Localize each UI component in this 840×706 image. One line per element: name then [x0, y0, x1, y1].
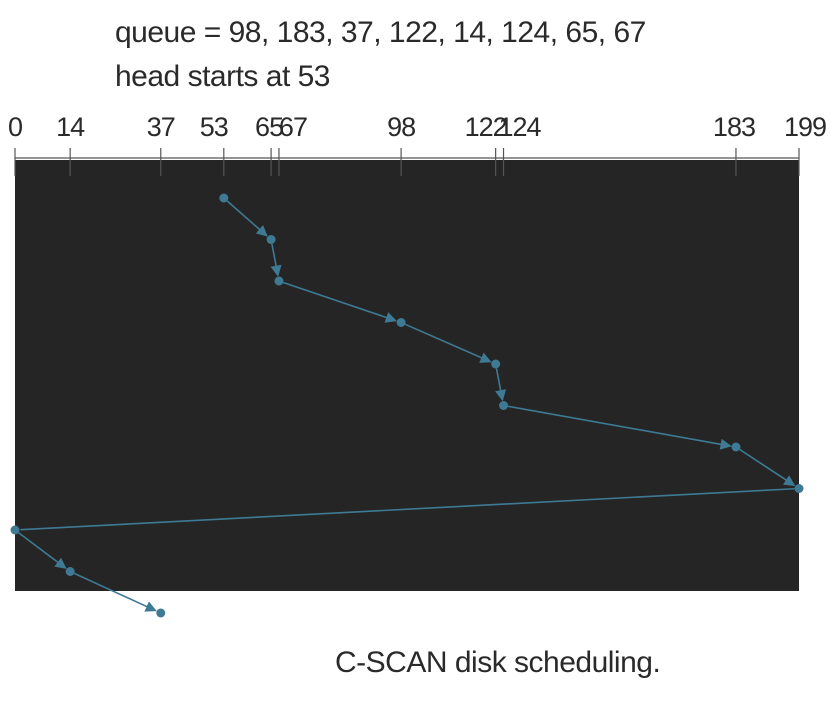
axis-tick-label-67: 67: [279, 112, 307, 142]
request-point-122: [491, 359, 501, 369]
head-start-label: head starts at 53: [115, 60, 330, 93]
path-segment-124-to-183: [507, 405, 732, 450]
request-point-65: [266, 235, 276, 244]
request-point-0: [10, 525, 20, 535]
axis-tick-label-65: 65: [255, 112, 283, 142]
axis-tick-label-53: 53: [200, 112, 228, 142]
path-segment-14-to-37: [73, 572, 157, 612]
axis-tick-label-124: 124: [498, 112, 541, 142]
figure-caption: C-SCAN disk scheduling.: [335, 646, 661, 679]
axis-tick-label-37: 37: [147, 112, 175, 142]
request-point-124: [499, 401, 509, 410]
request-point-14: [65, 567, 75, 576]
request-point-67: [274, 276, 284, 286]
path-segment-183-to-199: [739, 448, 796, 487]
axis-tick-label-98: 98: [387, 112, 415, 142]
request-point-53: [219, 193, 229, 203]
path-segment-0-to-14: [18, 532, 67, 569]
request-point-199: [794, 484, 804, 493]
axis-tick-label-199: 199: [784, 112, 826, 142]
axis-tick-label-122: 122: [465, 112, 507, 142]
queue-label: queue = 98, 183, 37, 122, 14, 124, 65, 6…: [115, 16, 646, 49]
path-segment-98-to-122: [404, 323, 492, 363]
path-segment-53-to-65: [226, 200, 268, 237]
request-point-98: [396, 318, 406, 327]
axis-tick-label-183: 183: [713, 112, 755, 142]
axis-tick-label-14: 14: [56, 112, 85, 142]
track-panel: [15, 160, 799, 591]
path-segment-65-to-67: [270, 243, 282, 277]
path-segment-122-to-124: [495, 368, 507, 402]
path-segment-199-to-0: [20, 487, 795, 531]
request-point-37: [156, 608, 166, 618]
head-movement-path: [10, 193, 804, 618]
request-point-183: [731, 442, 741, 452]
axis-tick-label-0: 0: [8, 112, 22, 142]
path-segment-67-to-98: [282, 281, 397, 323]
